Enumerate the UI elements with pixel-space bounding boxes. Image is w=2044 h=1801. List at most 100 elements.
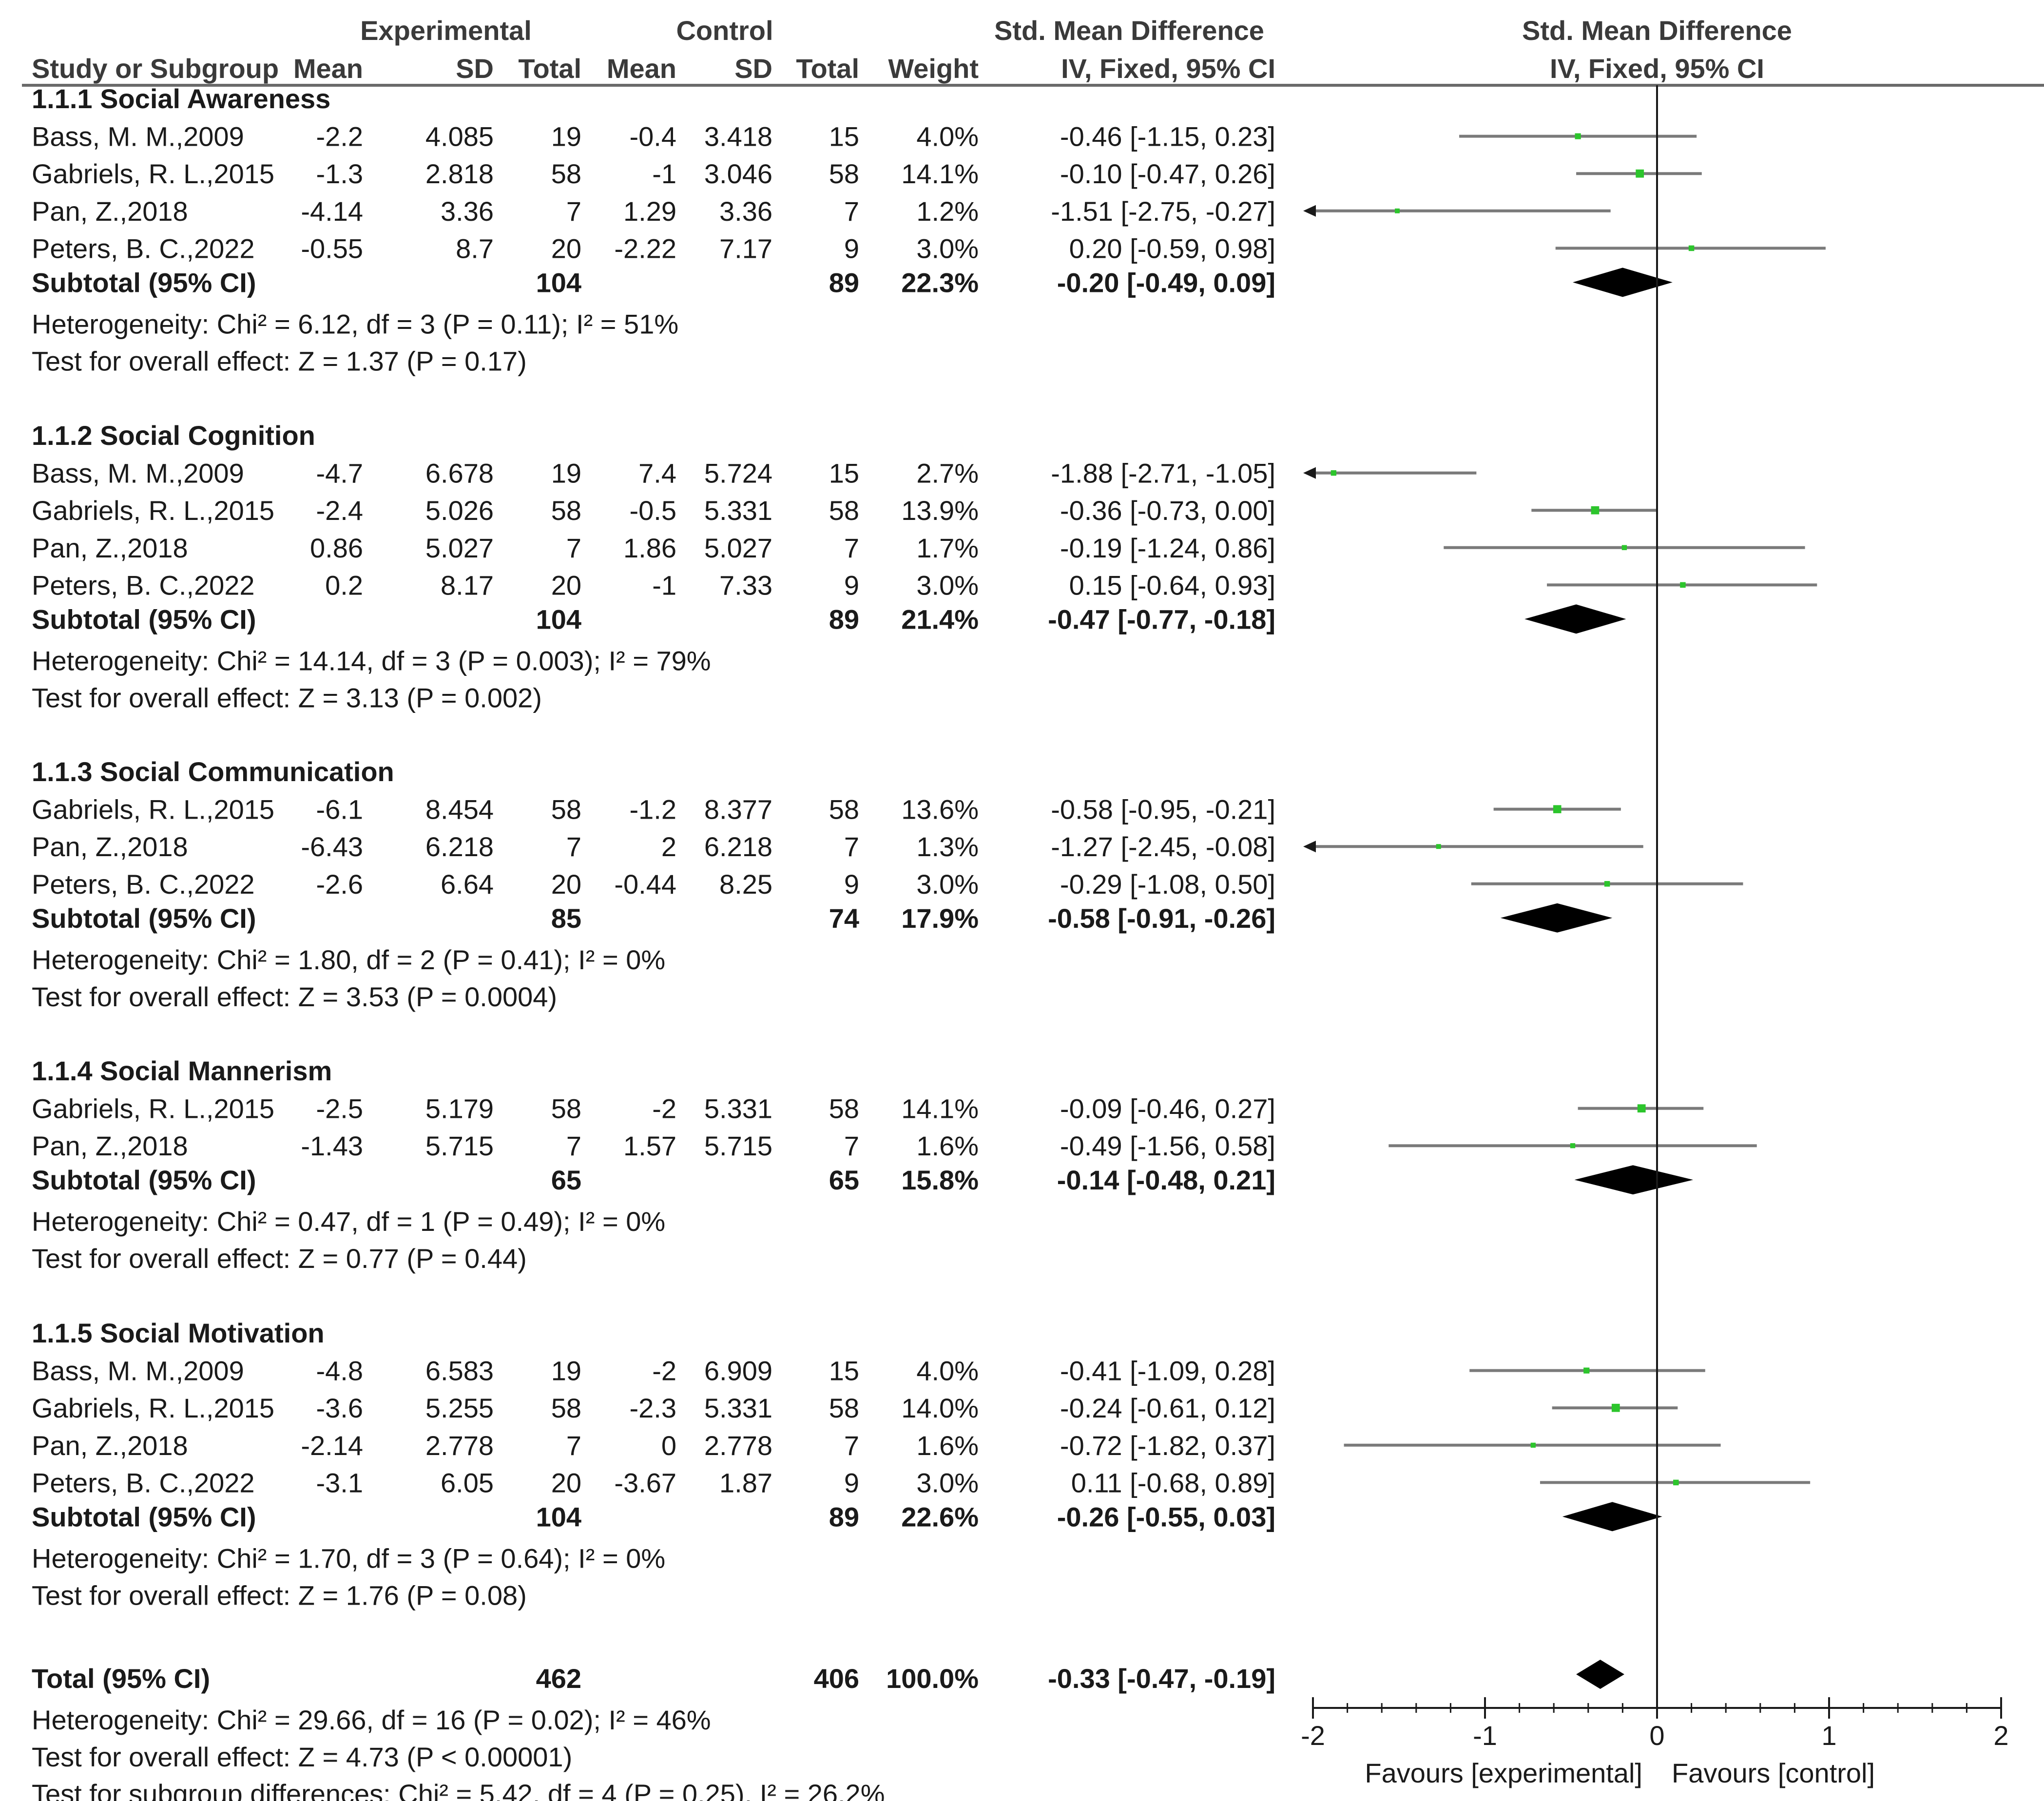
column-header: Weight	[888, 53, 979, 84]
heterogeneity-text: Heterogeneity: Chi² = 14.14, df = 3 (P =…	[32, 645, 711, 676]
study-exp-mean: -2.2	[316, 121, 364, 152]
study-exp-sd: 8.7	[456, 233, 494, 264]
study-ctrl-mean: -2.22	[614, 233, 676, 264]
study-point	[1570, 1143, 1576, 1149]
study-exp-mean: -6.1	[316, 794, 364, 825]
study-point	[1395, 208, 1400, 213]
study-ci-arrow	[1303, 467, 1316, 479]
study-point	[1621, 545, 1627, 550]
study-exp-total: 7	[566, 831, 581, 862]
study-exp-total: 19	[551, 1356, 581, 1386]
subtotal-ctrl-total: 65	[829, 1165, 859, 1195]
study-weight: 4.0%	[916, 121, 979, 152]
study-point	[1688, 245, 1695, 251]
study-name: Peters, B. C.,2022	[32, 570, 255, 600]
subtotal-ci: -0.47 [-0.77, -0.18]	[1048, 604, 1275, 634]
study-ctrl-sd: 8.377	[704, 794, 772, 825]
study-name: Peters, B. C.,2022	[32, 1467, 255, 1498]
subtotal-ci: -0.58 [-0.91, -0.26]	[1048, 903, 1275, 934]
study-exp-mean: -4.8	[316, 1356, 364, 1386]
study-exp-sd: 4.085	[425, 121, 494, 152]
heterogeneity-text: Heterogeneity: Chi² = 1.80, df = 2 (P = …	[32, 944, 665, 975]
study-point	[1637, 1104, 1646, 1112]
study-ctrl-mean: 7.4	[638, 458, 676, 489]
study-weight: 2.7%	[916, 458, 979, 489]
study-point	[1673, 1479, 1679, 1486]
column-header: Total	[518, 53, 581, 84]
study-point	[1331, 470, 1336, 476]
total-heterogeneity-text: Heterogeneity: Chi² = 29.66, df = 16 (P …	[32, 1705, 711, 1735]
study-exp-mean: -6.43	[301, 831, 363, 862]
study-exp-mean: -4.14	[301, 196, 363, 227]
study-weight: 13.6%	[901, 794, 979, 825]
study-point	[1575, 133, 1581, 139]
study-exp-total: 20	[551, 570, 581, 600]
study-point	[1591, 506, 1600, 515]
subtotal-ctrl-total: 74	[829, 903, 859, 934]
header-control: Control	[676, 15, 773, 46]
subtotal-label: Subtotal (95% CI)	[32, 267, 256, 298]
column-header: SD	[734, 53, 772, 84]
study-ctrl-total: 58	[829, 1393, 859, 1423]
study-exp-mean: -3.6	[316, 1393, 364, 1423]
study-exp-sd: 5.179	[425, 1093, 494, 1124]
subtotal-ci: -0.14 [-0.48, 0.21]	[1057, 1165, 1275, 1195]
subtotal-label: Subtotal (95% CI)	[32, 1165, 256, 1195]
study-ctrl-total: 9	[844, 570, 859, 600]
study-exp-total: 58	[551, 794, 581, 825]
study-ctrl-mean: -1.2	[630, 794, 677, 825]
subtotal-exp-total: 104	[536, 604, 581, 634]
study-name: Peters, B. C.,2022	[32, 233, 255, 264]
study-exp-mean: -1.3	[316, 158, 364, 189]
study-ctrl-total: 7	[844, 1430, 859, 1461]
study-point	[1636, 169, 1644, 178]
study-exp-total: 58	[551, 495, 581, 526]
study-exp-mean: -2.6	[316, 869, 364, 900]
study-name: Pan, Z.,2018	[32, 1430, 188, 1461]
study-exp-sd: 6.678	[425, 458, 494, 489]
overall-effect-text: Test for overall effect: Z = 0.77 (P = 0…	[32, 1243, 527, 1274]
subtotal-exp-total: 104	[536, 267, 581, 298]
subgroup-title: 1.1.3 Social Communication	[32, 756, 394, 787]
study-ctrl-total: 15	[829, 458, 859, 489]
subgroup-title: 1.1.4 Social Mannerism	[32, 1055, 332, 1086]
study-ci: 0.11 [-0.68, 0.89]	[1071, 1467, 1275, 1498]
study-exp-total: 7	[566, 196, 581, 227]
study-exp-total: 7	[566, 533, 581, 563]
heterogeneity-text: Heterogeneity: Chi² = 6.12, df = 3 (P = …	[32, 308, 678, 339]
subtotal-weight: 15.8%	[901, 1165, 979, 1195]
study-exp-sd: 5.255	[425, 1393, 494, 1423]
study-ctrl-mean: 1.29	[623, 196, 676, 227]
subgroup-differences-text: Test for subgroup differences: Chi² = 5.…	[32, 1779, 885, 1801]
total-label: Total (95% CI)	[32, 1663, 210, 1694]
study-ctrl-sd: 5.715	[704, 1130, 772, 1161]
subtotal-label: Subtotal (95% CI)	[32, 1501, 256, 1532]
study-point	[1604, 881, 1610, 887]
study-ctrl-sd: 3.046	[704, 158, 772, 189]
study-exp-mean: -1.43	[301, 1130, 363, 1161]
x-axis-tick-label: 0	[1649, 1720, 1664, 1751]
subtotal-diamond	[1500, 903, 1613, 933]
study-ctrl-mean: -0.5	[630, 495, 677, 526]
total-exp-total: 462	[536, 1663, 581, 1694]
study-ci: 0.15 [-0.64, 0.93]	[1069, 570, 1275, 600]
study-exp-mean: -4.7	[316, 458, 364, 489]
overall-effect-text: Test for overall effect: Z = 3.13 (P = 0…	[32, 682, 542, 713]
study-exp-total: 20	[551, 233, 581, 264]
subtotal-exp-total: 85	[551, 903, 581, 934]
study-ctrl-total: 15	[829, 121, 859, 152]
study-exp-mean: -2.4	[316, 495, 364, 526]
study-name: Gabriels, R. L.,2015	[32, 1393, 274, 1423]
header-smd-method: IV, Fixed, 95% CI	[1061, 53, 1275, 84]
study-exp-sd: 8.17	[441, 570, 494, 600]
study-ctrl-sd: 6.909	[704, 1356, 772, 1386]
study-ctrl-total: 7	[844, 831, 859, 862]
subtotal-ctrl-total: 89	[829, 604, 859, 634]
study-exp-mean: -2.5	[316, 1093, 364, 1124]
study-weight: 4.0%	[916, 1356, 979, 1386]
x-axis-tick-label: 1	[1821, 1720, 1836, 1751]
study-exp-total: 19	[551, 458, 581, 489]
subtotal-exp-total: 65	[551, 1165, 581, 1195]
subtotal-exp-total: 104	[536, 1501, 581, 1532]
